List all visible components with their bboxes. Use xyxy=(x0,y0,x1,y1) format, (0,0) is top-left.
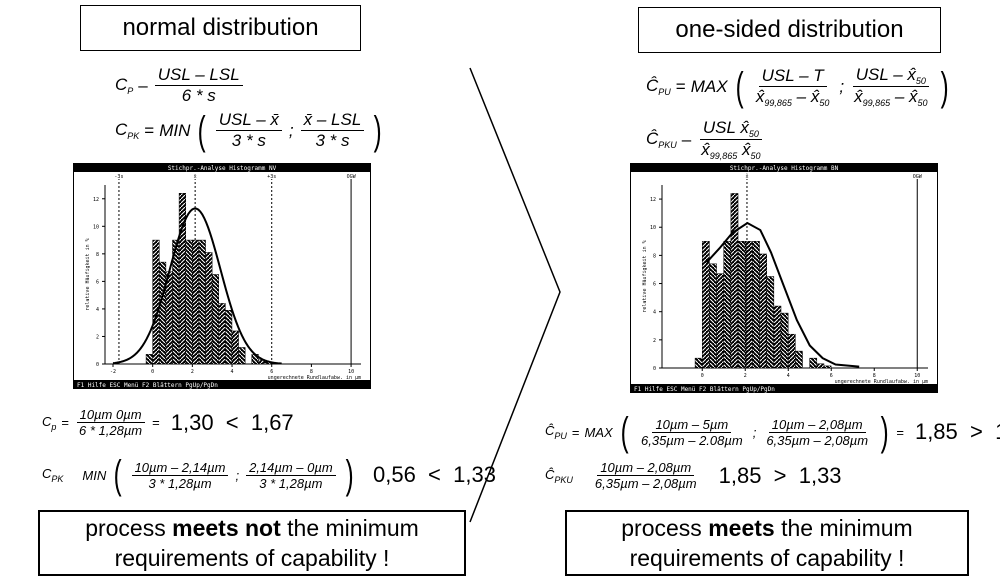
y-tick-label: 6 xyxy=(96,279,99,285)
conclusion-left: process meets not the minimum requiremen… xyxy=(38,510,466,576)
y-tick-label: 0 xyxy=(653,366,656,372)
left-title: normal distribution xyxy=(80,5,361,51)
y-tick-label: 8 xyxy=(96,252,99,258)
y-tick-label: 4 xyxy=(96,307,99,313)
histogram-bar xyxy=(716,273,724,369)
chart-header-bar xyxy=(73,163,371,172)
marker-label: x̃ xyxy=(745,174,748,180)
y-axis-label: relative Häufigkeit in % xyxy=(85,238,91,310)
histogram-bar xyxy=(198,239,206,365)
marker-label: OGW xyxy=(913,174,923,180)
formula-cp: CP – USL – LSL 6 * s xyxy=(115,65,245,106)
histogram-bar xyxy=(205,252,213,365)
histogram-bar xyxy=(159,261,167,365)
histogram-bar xyxy=(709,263,717,369)
histogram-bar xyxy=(795,350,803,369)
chart-title: Stichpr.-Analyse Histogramm BN xyxy=(730,165,839,172)
y-tick-label: 6 xyxy=(653,282,656,288)
chart-footer-bar xyxy=(73,380,371,389)
chart-footer: F1 Hilfe ESC Menü F2 Blättern PgUp/PgDn xyxy=(634,386,775,393)
histogram-bar xyxy=(694,357,703,369)
fit-curve xyxy=(112,207,282,365)
x-tick-label: 0 xyxy=(701,373,704,379)
marker-label: +3s xyxy=(267,174,276,180)
x-tick-label: 8 xyxy=(310,369,313,375)
formula-cpk: CPK = MIN( USL – x̄ 3 * s ; x̄ – LSL 3 * s… xyxy=(115,108,382,153)
x-tick-label: 2 xyxy=(744,373,747,379)
histogram-bar xyxy=(211,274,219,365)
x-tick-label: 10 xyxy=(914,373,920,379)
y-tick-label: 10 xyxy=(650,225,656,231)
histogram-bar xyxy=(744,241,753,369)
y-tick-label: 12 xyxy=(93,197,99,203)
calc-cpku: ĈPKU 10µm – 2,08µm 6,35µm – 2,08µm 1,85 >… xyxy=(545,460,842,491)
x-tick-label: 8 xyxy=(873,373,876,379)
x-tick-label: 4 xyxy=(231,369,234,375)
right-title: one-sided distribution xyxy=(638,7,941,53)
x-tick-label: 0 xyxy=(151,369,154,375)
x-tick-label: 6 xyxy=(830,373,833,379)
conclusion-right: process meets the minimum requirements o… xyxy=(565,510,969,576)
histogram-bar xyxy=(723,241,732,369)
histogram-normal: Stichpr.-Analyse Histogramm NV F1 Hilfe E… xyxy=(73,163,371,389)
y-axis-label: relative Häufigkeit in % xyxy=(642,240,648,312)
histogram-bar xyxy=(766,276,775,369)
marker-label: -3s xyxy=(114,174,123,180)
histogram-bar xyxy=(145,354,153,365)
y-tick-label: 2 xyxy=(96,334,99,340)
x-axis-label: ungerechnete Rundlaufabw. in µm xyxy=(835,379,928,385)
histogram-bar xyxy=(823,365,832,369)
chevron-arrow xyxy=(469,67,561,523)
calc-cp: Cp = 10µm 0µm 6 * 1,28µm = 1,30 < 1,67 xyxy=(42,407,294,438)
histogram-bar xyxy=(780,312,789,369)
calc-cpk: CPK MIN( 10µm – 2,14µm 3 * 1,28µm ; 2,14µ… xyxy=(42,453,496,497)
fit-curve xyxy=(705,221,860,368)
y-tick-label: 8 xyxy=(653,253,656,259)
x-tick-label: -2 xyxy=(110,369,116,375)
histogram-bar xyxy=(809,357,818,369)
marker-label: x̄ xyxy=(194,174,197,180)
histogram-bar xyxy=(225,310,233,365)
histogram-one-sided: Stichpr.-Analyse Histogramm BN F1 Hilfe E… xyxy=(630,163,938,393)
histogram-bar xyxy=(773,305,782,369)
x-axis-label: ungerechnete Rundlaufabw. in µm xyxy=(268,375,361,381)
histogram-bar xyxy=(759,253,767,369)
x-tick-label: 4 xyxy=(787,373,790,379)
histogram-bar xyxy=(165,271,173,365)
chart-footer-bar xyxy=(630,384,938,393)
marker-label: OGW xyxy=(347,174,357,180)
y-tick-label: 4 xyxy=(653,310,656,316)
chart-header-bar xyxy=(630,163,938,172)
histogram-bar xyxy=(787,333,796,369)
calc-cpu: ĈPU = MAX( 10µm – 5µm 6,35µm – 2.08µm ; 1… xyxy=(545,410,1000,454)
histogram-bar xyxy=(218,303,226,365)
x-tick-label: 2 xyxy=(191,369,194,375)
histogram-bar xyxy=(752,241,760,369)
histogram-bar xyxy=(185,239,193,365)
histogram-bar xyxy=(238,347,246,365)
histogram-bar xyxy=(231,330,239,365)
x-tick-label: 6 xyxy=(270,369,273,375)
x-tick-label: 10 xyxy=(348,369,354,375)
chart-footer: F1 Hilfe ESC Menü F2 Blättern PgUp/PgDn xyxy=(77,382,218,389)
y-tick-label: 10 xyxy=(93,224,99,230)
histogram-bar xyxy=(730,193,739,369)
y-tick-label: 0 xyxy=(96,362,99,368)
chart-title: Stichpr.-Analyse Histogramm NV xyxy=(168,165,277,172)
histogram-bar xyxy=(152,239,160,365)
histogram-bar xyxy=(816,363,825,369)
y-tick-label: 12 xyxy=(650,197,656,203)
y-tick-label: 2 xyxy=(653,338,656,344)
formula-cpku: ĈPKU – USL x̂50 x̂99,865 x̂50 xyxy=(646,118,762,161)
histogram-bar xyxy=(737,241,746,369)
